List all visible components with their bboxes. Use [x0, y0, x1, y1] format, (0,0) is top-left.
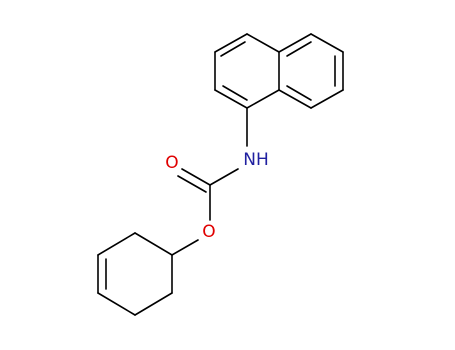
- atom-label: NH: [243, 150, 269, 170]
- atom-label: O: [165, 153, 178, 173]
- atom-label: O: [202, 222, 215, 242]
- bonds: [97, 33, 344, 316]
